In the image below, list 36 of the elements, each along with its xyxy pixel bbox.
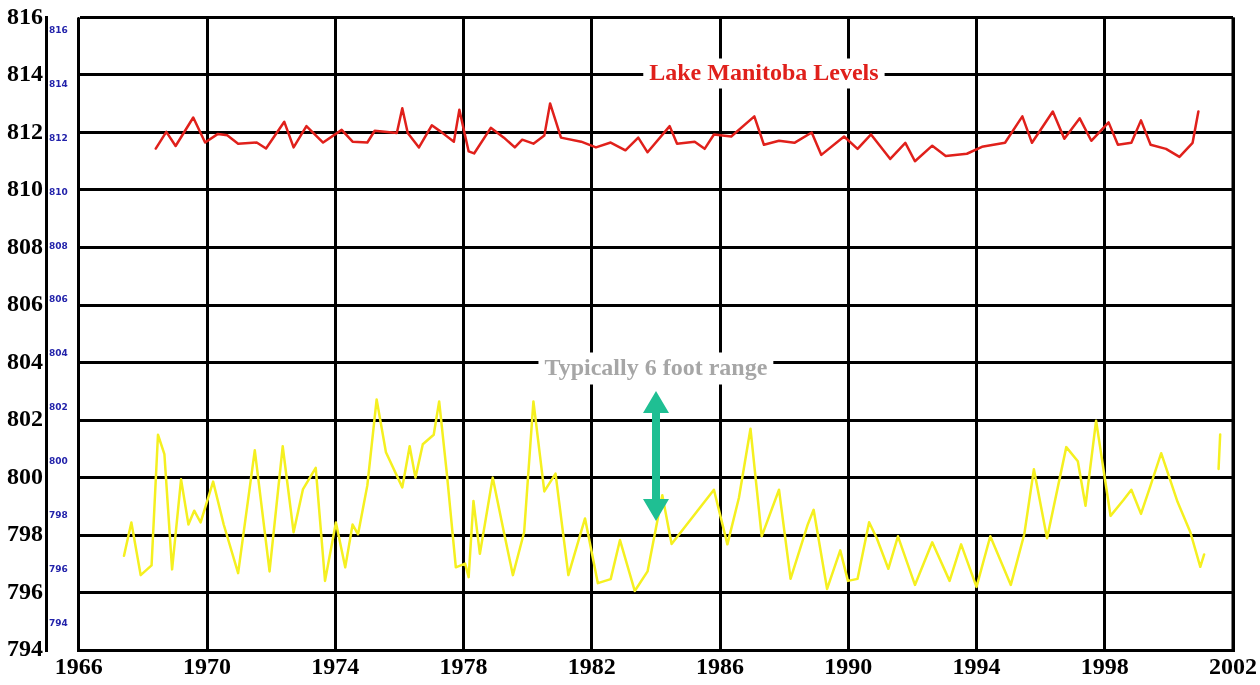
annotation: Typically 6 foot range [544, 353, 768, 380]
y2-tick-label: 804 [48, 348, 68, 359]
y2-tick-label: 794 [48, 617, 68, 628]
x-tick-label: 1970 [183, 652, 232, 679]
y2-tick-label: 810 [48, 186, 68, 197]
x-tick-label: 1986 [696, 652, 745, 679]
y2-tick-label: 796 [48, 563, 68, 574]
y-tick-label: 810 [7, 175, 43, 202]
y-tick-label: 802 [7, 405, 43, 432]
y-tick-label: 804 [7, 347, 43, 374]
y-tick-label: 798 [7, 520, 43, 547]
y2-tick-label: 802 [48, 402, 68, 413]
y-tick-label: 808 [7, 232, 43, 259]
x-tick-label: 1990 [824, 652, 873, 679]
y2-tick-label: 800 [48, 456, 68, 467]
y-tick-label: 814 [7, 60, 43, 87]
y-tick-label: 812 [7, 117, 43, 144]
x-tick-label: 1978 [439, 652, 488, 679]
x-tick-label: 1994 [952, 652, 1001, 679]
x-tick-label: 1998 [1080, 652, 1129, 679]
y2-tick-label: 812 [48, 132, 68, 143]
y2-tick-label: 798 [48, 509, 68, 520]
y2-tick-label: 808 [48, 240, 68, 251]
y-tick-label: 806 [7, 290, 43, 317]
x-tick-label: 1966 [54, 652, 103, 679]
y2-tick-label: 806 [48, 294, 68, 305]
y-tick-label: 796 [7, 577, 43, 604]
x-tick-label: 1974 [311, 652, 360, 679]
y-tick-label: 794 [7, 635, 43, 662]
y-tick-label: 816 [7, 2, 43, 29]
y-tick-label: 800 [7, 462, 43, 489]
y2-tick-label: 816 [48, 25, 68, 36]
x-tick-label: 1982 [567, 652, 616, 679]
x-tick-label: 2002 [1209, 652, 1257, 679]
series-label: Lake Manitoba Levels [649, 58, 879, 85]
y2-tick-label: 814 [48, 79, 68, 90]
